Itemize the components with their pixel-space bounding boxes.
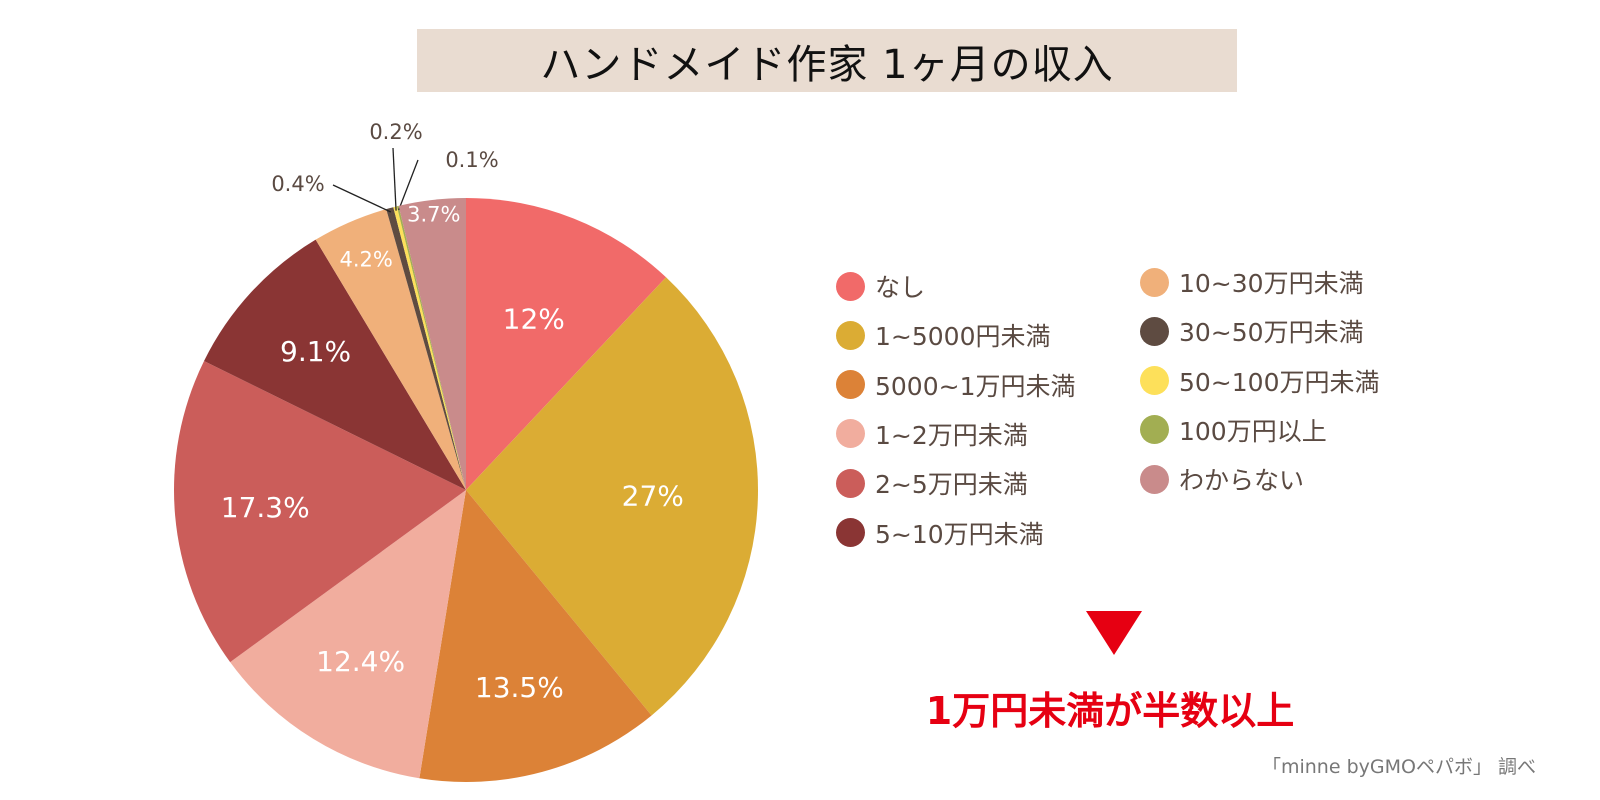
slice-value-label: 4.2%: [339, 248, 392, 272]
legend-swatch: [836, 370, 865, 400]
legend-swatch: [1140, 464, 1169, 494]
legend-item: わからない: [1140, 461, 1304, 497]
down-arrow-icon: [1086, 611, 1142, 655]
legend-item: なし: [836, 268, 925, 304]
slice-value-label: 13.5%: [475, 671, 564, 704]
pie-slice: [398, 198, 466, 490]
legend-item: 30~50万円未満: [1140, 313, 1364, 349]
pie-slice: [174, 361, 466, 663]
pie-slice: [230, 490, 466, 779]
slice-value-callout: 0.2%: [369, 120, 422, 144]
pie-slice: [466, 198, 667, 490]
legend-item: 1~2万円未満: [836, 416, 1028, 452]
slice-value-label: 3.7%: [407, 202, 460, 226]
legend-swatch: [836, 468, 865, 498]
slice-value-label: 9.1%: [280, 335, 351, 368]
callout-line: [332, 184, 392, 213]
source-note: 「minne byGMOペパボ」 調べ: [1261, 756, 1536, 778]
pie-slice: [386, 207, 466, 490]
callout-line: [398, 159, 419, 211]
chart-title: ハンドメイド作家 1ヶ月の収入: [540, 41, 1114, 88]
legend-label: 30~50万円未満: [1179, 318, 1364, 348]
slice-value-label: 12%: [503, 302, 565, 335]
legend-swatch: [1140, 366, 1169, 396]
legend-label: わからない: [1179, 466, 1305, 496]
pie-slice: [466, 277, 758, 716]
legend-item: 2~5万円未満: [836, 465, 1028, 501]
legend-swatch: [1140, 316, 1169, 346]
slice-value-label: 17.3%: [221, 491, 310, 524]
legend-swatch: [836, 518, 865, 547]
legend-item: 100万円以上: [1140, 412, 1327, 448]
legend-label: 10~30万円未満: [1179, 269, 1364, 298]
legend-item: 5~10万円未満: [836, 515, 1044, 551]
pie-slice: [393, 206, 466, 490]
callout-line: [392, 147, 397, 211]
legend-label: 1~2万円未満: [875, 420, 1028, 450]
legend-item: 50~100万円未満: [1140, 363, 1379, 399]
legend-label: 100万円以上: [1179, 416, 1327, 446]
legend-label: 50~100万円未満: [1179, 367, 1380, 397]
pie-slice: [396, 205, 466, 490]
legend-swatch: [836, 271, 865, 301]
slice-value-label: 27%: [622, 480, 684, 513]
legend-swatch: [1140, 415, 1169, 445]
legend-label: 5~10万円未満: [875, 519, 1044, 549]
slice-value-label: 12.4%: [316, 645, 405, 678]
pie-slice: [419, 490, 652, 782]
pie-slice: [315, 209, 466, 490]
legend-item: 1~5000円未満: [836, 317, 1050, 353]
legend-swatch: [836, 320, 865, 350]
legend-swatch: [836, 419, 865, 449]
legend-label: 1~5000円未満: [875, 322, 1051, 352]
conclusion-text: 1万円未満が半数以上: [925, 689, 1295, 733]
pie-slice: [204, 239, 466, 490]
legend-label: なし: [875, 273, 926, 302]
legend-swatch: [1140, 267, 1169, 297]
slice-value-callout: 0.4%: [271, 172, 324, 196]
legend-label: 2~5万円未満: [875, 470, 1028, 500]
legend-item: 5000~1万円未満: [836, 367, 1075, 403]
legend-item: 10~30万円未満: [1140, 264, 1364, 300]
legend-label: 5000~1万円未満: [875, 371, 1076, 401]
chart-title-box: ハンドメイド作家 1ヶ月の収入: [417, 29, 1237, 92]
slice-value-callout: 0.1%: [445, 148, 498, 172]
